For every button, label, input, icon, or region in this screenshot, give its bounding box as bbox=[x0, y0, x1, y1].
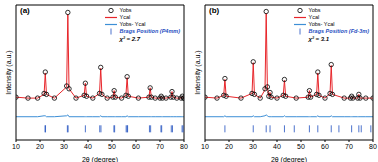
html-text:Yobs- Ycal: Yobs- Ycal bbox=[119, 21, 146, 27]
svg-text:60: 60 bbox=[321, 143, 329, 150]
html-text:Ycal: Ycal bbox=[119, 14, 131, 20]
svg-text:10: 10 bbox=[12, 143, 20, 150]
html-text:Yobs: Yobs bbox=[308, 7, 321, 13]
svg-text:10: 10 bbox=[201, 143, 209, 150]
svg-text:40: 40 bbox=[273, 143, 281, 150]
svg-text:40: 40 bbox=[84, 143, 92, 150]
svg-text:80: 80 bbox=[180, 143, 188, 150]
svg-text:60: 60 bbox=[132, 143, 140, 150]
html-text:Brags Position (Fd-3m): Brags Position (Fd-3m) bbox=[308, 28, 369, 34]
svg-text:Intensity (a.u.): Intensity (a.u.) bbox=[8, 50, 13, 94]
html-text:(b): (b) bbox=[209, 6, 220, 15]
html-text:χ² = 2.7: χ² = 2.7 bbox=[119, 36, 141, 42]
html-text:Yobs- Ycal: Yobs- Ycal bbox=[308, 21, 335, 27]
html-text:Brags Position (P4mm): Brags Position (P4mm) bbox=[119, 28, 180, 34]
svg-text:50: 50 bbox=[297, 143, 305, 150]
svg-text:20: 20 bbox=[225, 143, 233, 150]
svg-text:20: 20 bbox=[36, 143, 44, 150]
html-text:χ² = 3.1: χ² = 3.1 bbox=[308, 36, 330, 42]
html-text:Yobs: Yobs bbox=[119, 7, 132, 13]
svg-text:70: 70 bbox=[345, 143, 353, 150]
svg-text:70: 70 bbox=[156, 143, 164, 150]
svg-text:80: 80 bbox=[369, 143, 370, 150]
svg-text:30: 30 bbox=[60, 143, 68, 150]
svg-text:2θ (degree): 2θ (degree) bbox=[271, 156, 307, 162]
svg-text:Intensity (a.u.): Intensity (a.u.) bbox=[194, 50, 202, 94]
html-text:Ycal: Ycal bbox=[308, 14, 320, 20]
svg-text:30: 30 bbox=[249, 143, 257, 150]
svg-text:50: 50 bbox=[108, 143, 116, 150]
html-text:(a): (a) bbox=[20, 6, 30, 15]
svg-text:2θ (degree): 2θ (degree) bbox=[82, 156, 118, 162]
